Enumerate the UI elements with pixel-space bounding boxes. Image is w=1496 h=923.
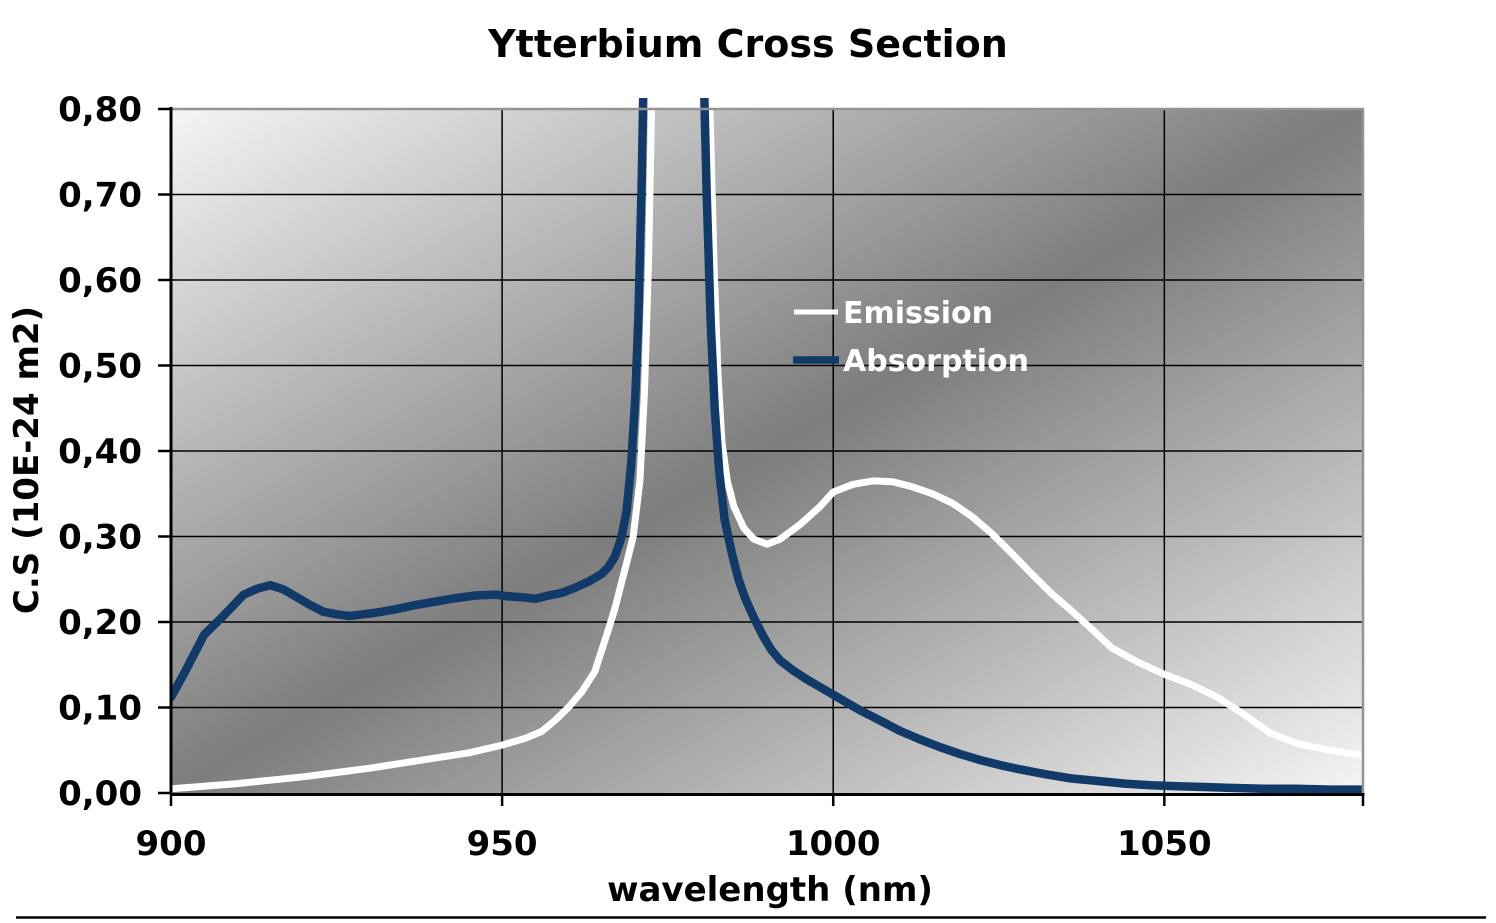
plot-area-border [171, 107, 1365, 793]
x-tick-label-3: 1050 [1117, 824, 1212, 864]
x-axis-title: wavelength (nm) [607, 870, 933, 910]
y-tick-label-3: 0,30 [58, 518, 142, 558]
y-tick-label-2: 0,20 [58, 603, 142, 643]
x-tick-label-2: 1000 [786, 824, 881, 864]
y-tick-label-0: 0,00 [58, 774, 142, 814]
y-tick-label-4: 0,40 [58, 432, 142, 472]
gridlines [171, 109, 1363, 793]
chart-title: Ytterbium Cross Section [487, 22, 1008, 66]
legend-emission-label: Emission [843, 296, 993, 331]
series-curves [171, 98, 1363, 794]
y-tick-label-5: 0,50 [58, 347, 142, 387]
y-tick-label-6: 0,60 [58, 261, 142, 301]
axis-ticks [158, 107, 1365, 806]
emission-curve [171, 98, 1363, 793]
absorption-curve [171, 98, 1363, 794]
y-axis-title: C.S (10E-24 m2) [7, 306, 47, 614]
axis-tick-labels: 0,00 0,10 0,20 0,30 0,40 0,50 0,60 0,70 0,80 900 9… [58, 90, 1212, 864]
y-tick-label-8: 0,80 [58, 90, 142, 130]
y-tick-label-1: 0,10 [58, 689, 142, 729]
y-tick-label-7: 0,70 [58, 176, 142, 216]
x-tick-label-0: 900 [136, 824, 207, 864]
legend-absorption-label: Absorption [843, 344, 1029, 379]
legend: Emission Absorption [793, 296, 1029, 379]
x-tick-label-1: 950 [467, 824, 538, 864]
